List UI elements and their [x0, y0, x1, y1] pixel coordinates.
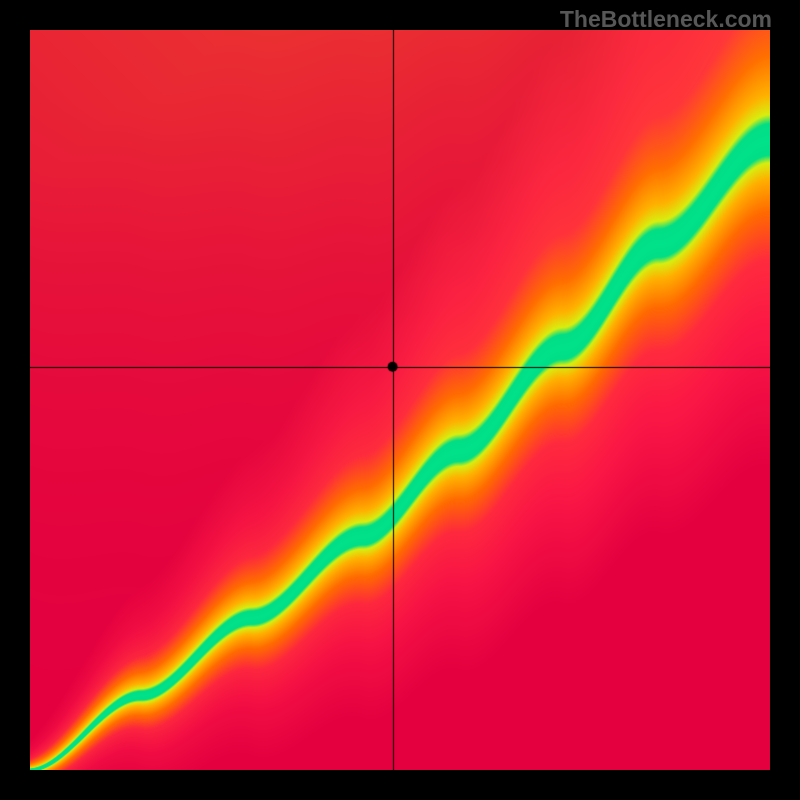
heatmap-canvas	[30, 30, 770, 770]
watermark-text: TheBottleneck.com	[560, 6, 772, 33]
chart-container: TheBottleneck.com	[0, 0, 800, 800]
plot-area	[30, 30, 770, 770]
